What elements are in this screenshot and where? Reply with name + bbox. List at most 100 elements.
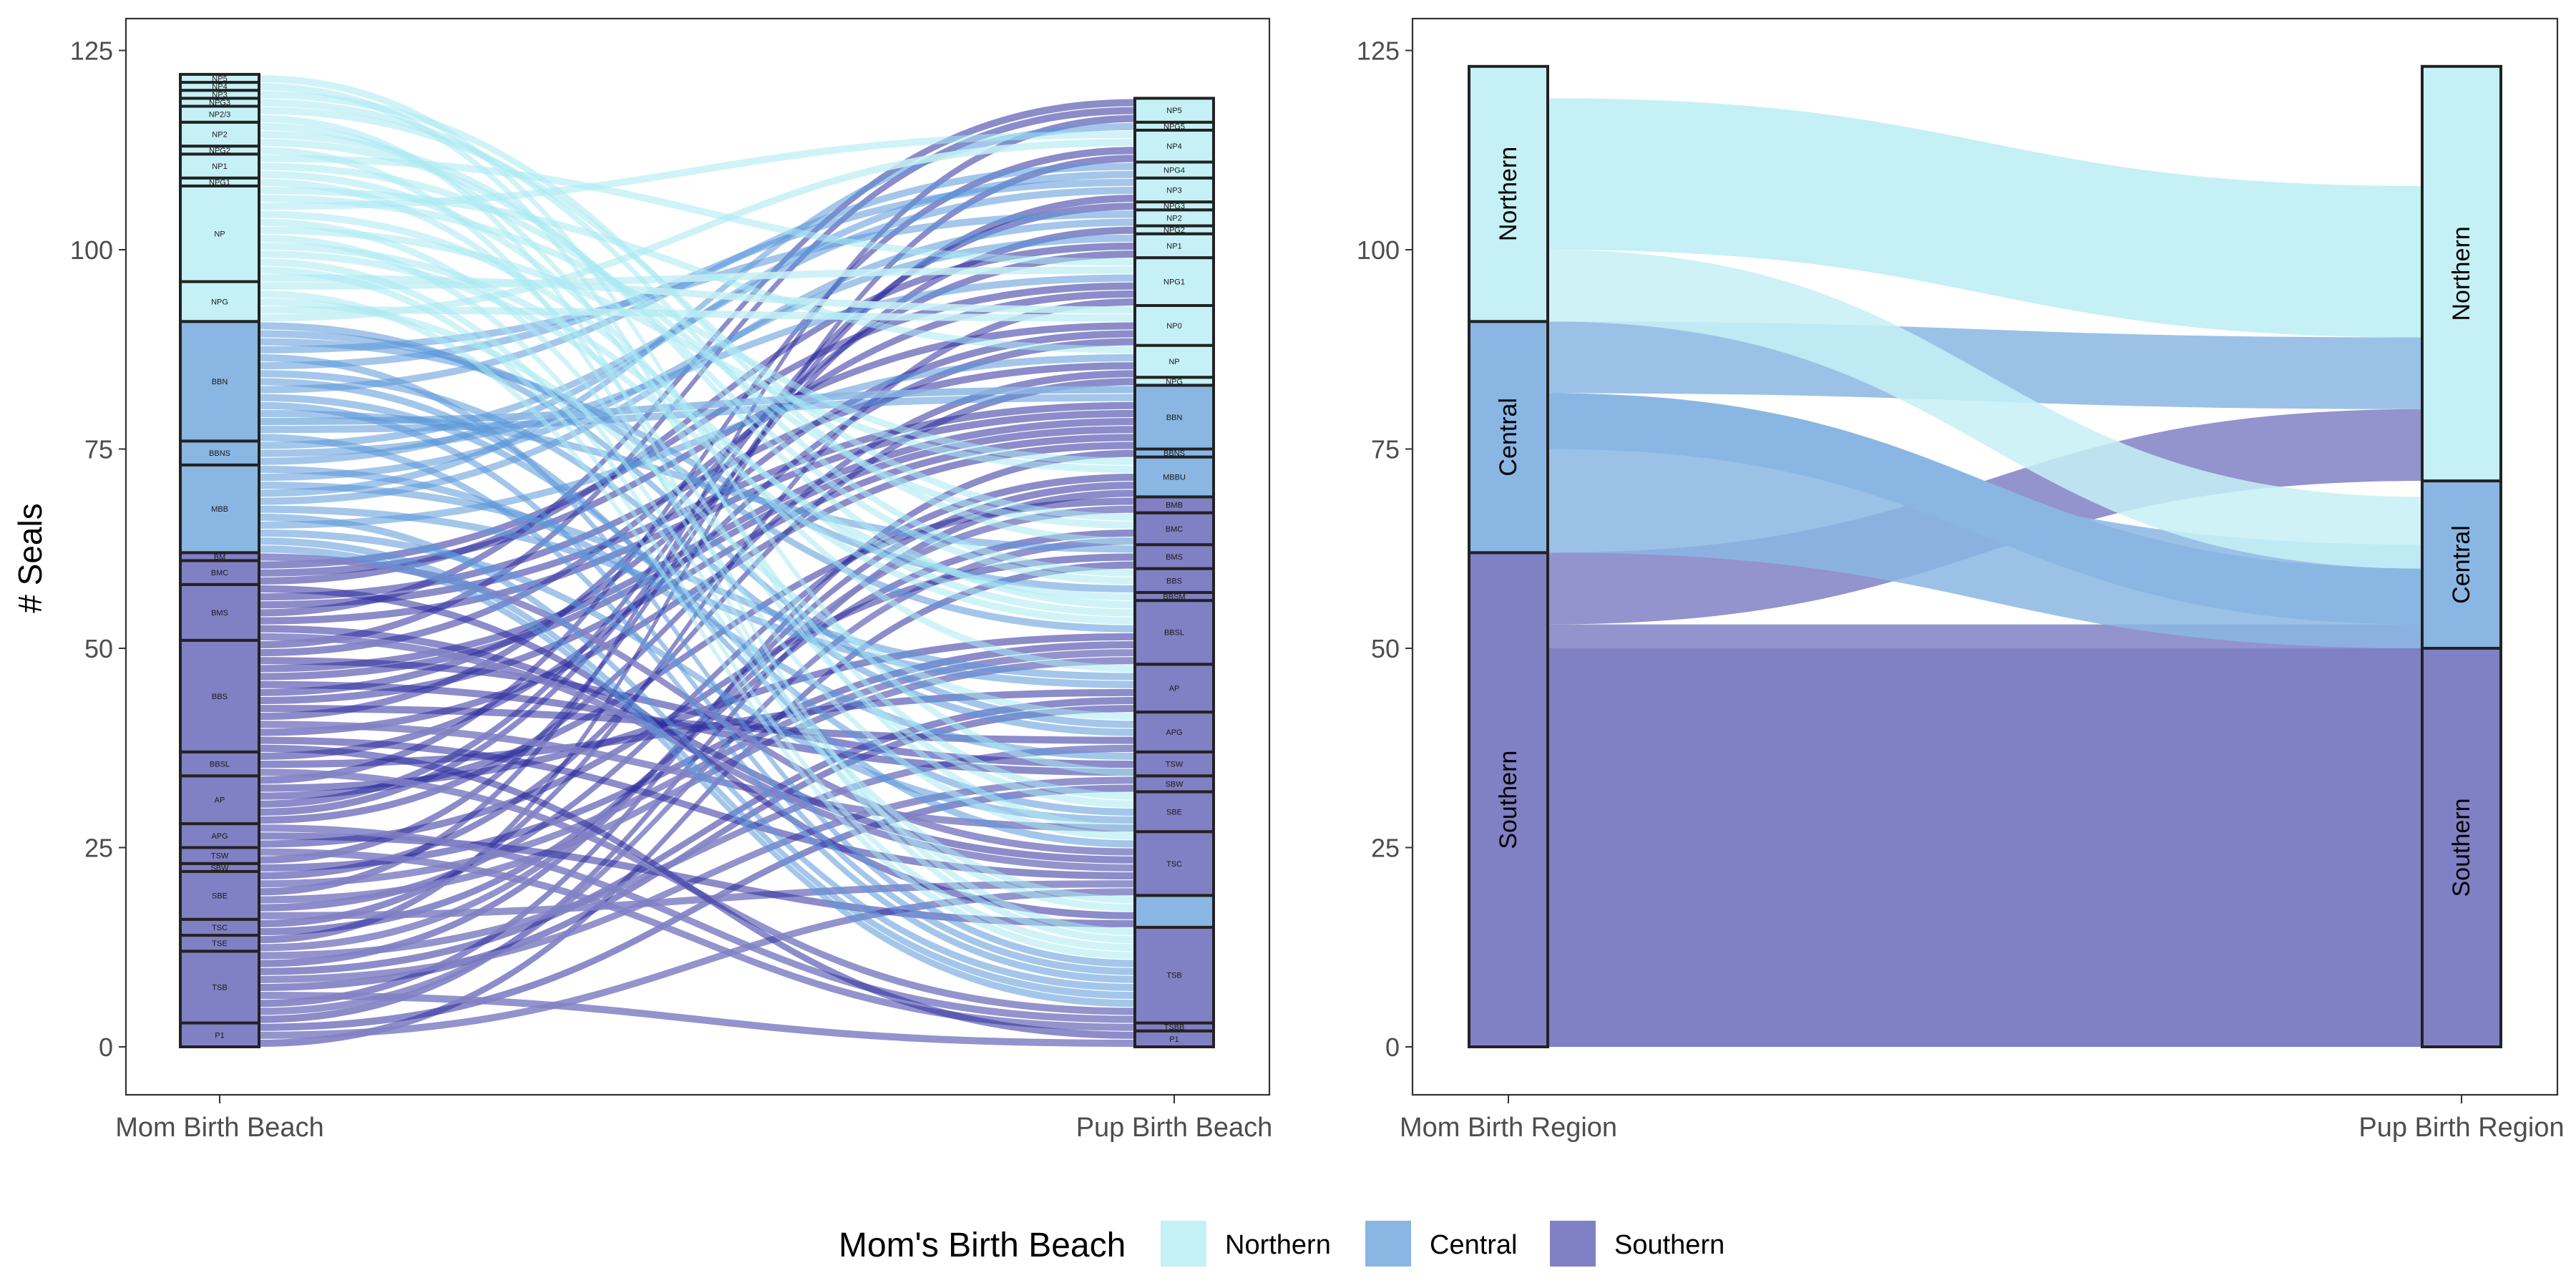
beach-flow-ribbon [259, 178, 1135, 370]
beach-ytick-label: 125 [70, 36, 113, 66]
beach-flow-ribbon [259, 705, 1135, 744]
beach-flow-ribbon [259, 848, 1135, 1031]
pup-beach-strata: P1 TSBB TSB TSC SBE SBW TSW APG AP BBSL BBSM BBS BMS… [1133, 97, 1215, 1048]
region-ytick-label: 100 [1357, 235, 1400, 265]
pup-beach-stratum-label-np3: NP3 [1166, 186, 1181, 195]
pup-beach-stratum-label-bbsl: BBSL [1164, 629, 1184, 638]
mom-beach-stratum-label-ap: AP [215, 796, 225, 805]
beach-flow-ribbon [259, 353, 1135, 967]
pup-beach-stratum-unlabeled [1133, 894, 1215, 929]
mom-beach-stratum-label-tse: TSE [212, 940, 227, 948]
region-flow-northern-to-northern [1548, 98, 2422, 338]
beach-ytick-label: 75 [84, 435, 113, 464]
beach-flow-ribbon [259, 147, 1135, 944]
pup-beach-stratum-np0 [1133, 303, 1215, 347]
region-flow-southern-to-southern [1548, 648, 2422, 1047]
region-ytick-label: 25 [1371, 834, 1400, 863]
beach-ytick-label: 0 [99, 1033, 113, 1062]
beach-flow-ribbon [259, 131, 1135, 609]
beach-ytick-label: 25 [84, 834, 113, 863]
beach-flow-ribbon [259, 122, 1135, 497]
pup-beach-stratum-label-mbbu: MBBU [1163, 473, 1186, 482]
beach-flow-ribbon [259, 680, 1135, 776]
beach-flow-ribbon [259, 75, 1135, 776]
pup-beach-stratum-label-np5: NP5 [1166, 107, 1181, 115]
beach-flow-ribbon [259, 139, 1135, 585]
mom-region-stratum-label-southern: Southern [1495, 751, 1522, 849]
pup-beach-stratum-label-sbe: SBE [1166, 808, 1182, 816]
mom-beach-stratum-np5 [179, 72, 260, 84]
pup-beach-stratum-bmc [1133, 511, 1215, 547]
pup-beach-stratum-label-tsbb: TSBB [1164, 1023, 1185, 1032]
mom-beach-stratum-label-bm: BM [214, 553, 226, 562]
mom-beach-stratum-label-np1: NP1 [212, 162, 227, 171]
beach-axes: 0 25 50 75 100 125 Mom Birth Beach Pup Birth Be… [70, 36, 1272, 1143]
pup-beach-stratum-np5 [1133, 97, 1215, 124]
mom-beach-stratum-label-bms: BMS [211, 609, 228, 618]
mom-beach-stratum-bms [179, 582, 260, 642]
beach-flow-ribbon [259, 322, 1135, 577]
pup-beach-stratum-npg1 [1133, 256, 1215, 307]
beach-flow-ribbon [259, 505, 1135, 688]
mom-beach-stratum-p1 [179, 1021, 260, 1048]
beach-flow-ribbon [259, 705, 1135, 992]
region-alluvial-panel: Southern Central Northern Southern Central N… [1357, 17, 2565, 1143]
beach-flow-ribbon [259, 155, 1135, 266]
beach-flows [259, 75, 1135, 1047]
pup-region-stratum-label-central: Central [2448, 525, 2475, 604]
mom-beach-strata: P1 TSB TSE TSC SBE SBW TSW APG AP BBSL BBS BMS BMC BM… [179, 72, 260, 1048]
legend: Mom's Birth Beach Northern Central South… [839, 1221, 1724, 1267]
pup-beach-stratum-label-tsc: TSC [1166, 860, 1182, 869]
mom-beach-stratum-label-np3: NP3 [212, 91, 227, 99]
mom-region-stratum-label-central: Central [1495, 398, 1522, 477]
beach-flow-ribbon [259, 290, 1135, 960]
pup-region-stratum-label-northern: Northern [2448, 226, 2475, 321]
beach-ytick-label: 50 [84, 634, 113, 663]
mom-beach-stratum-np [179, 184, 260, 283]
beach-flow-ribbon [259, 394, 1135, 816]
mom-beach-stratum-label-sbw: SBW [210, 864, 229, 872]
legend-label-southern: Southern [1614, 1230, 1724, 1260]
legend-swatch-central [1365, 1221, 1411, 1267]
beach-flow-ribbon [259, 83, 1135, 832]
pup-region-strata: Southern Central Northern [2421, 64, 2502, 1048]
region-xtick-label-0: Mom Birth Region [1400, 1113, 1617, 1143]
beach-flow-ribbon [259, 736, 1135, 880]
beach-flow-ribbon [259, 553, 1135, 848]
mom-beach-stratum-np1 [179, 152, 260, 180]
beach-flow-ribbon [259, 880, 1135, 919]
mom-region-stratum-northern [1468, 64, 1549, 323]
pup-beach-stratum-label-npg3: NPG3 [1163, 203, 1185, 211]
beach-flow-ribbon [259, 784, 1135, 1031]
region-flow-central-to-central [1548, 393, 2422, 625]
pup-beach-stratum-label-tsw: TSW [1166, 761, 1184, 769]
beach-flow-ribbon [259, 218, 1135, 840]
pup-beach-stratum-apg [1133, 711, 1215, 753]
beach-flow-ribbon [259, 744, 1135, 1039]
beach-flow-ribbon [259, 195, 1135, 465]
pup-beach-stratum-label-sbw: SBW [1165, 780, 1184, 789]
beach-flow-ribbon [259, 162, 1135, 529]
beach-flow-ribbon [259, 401, 1135, 609]
beach-flow-ribbon [259, 888, 1135, 1039]
beach-flow-ribbon [259, 91, 1135, 545]
beach-flow-ribbon [259, 696, 1135, 975]
mom-beach-stratum-label-np2-3: NP2/3 [209, 111, 231, 119]
beach-flow-ribbon [259, 386, 1135, 426]
beach-flow-ribbon [259, 370, 1135, 736]
pup-beach-stratum-label-npg4: NPG4 [1163, 167, 1185, 175]
beach-flow-ribbon [259, 640, 1135, 872]
beach-flow-ribbon [259, 657, 1135, 904]
mom-beach-stratum-apg [179, 822, 260, 849]
beach-flow-ribbon [259, 114, 1135, 936]
beach-flow-ribbon [259, 298, 1135, 721]
beach-flow-ribbon [259, 258, 1135, 912]
pup-region-stratum-southern [2421, 647, 2502, 1048]
pup-beach-stratum-label-bbsm: BBSM [1163, 593, 1185, 602]
beach-flow-ribbon [259, 353, 1135, 529]
mom-region-stratum-label-northern: Northern [1495, 147, 1522, 241]
mom-beach-stratum-label-npg1: NPG1 [209, 178, 230, 187]
beach-flow-ribbon [259, 107, 1135, 648]
mom-beach-stratum-label-mbb: MBB [211, 505, 228, 514]
mom-beach-stratum-label-bbns: BBNS [209, 449, 230, 458]
